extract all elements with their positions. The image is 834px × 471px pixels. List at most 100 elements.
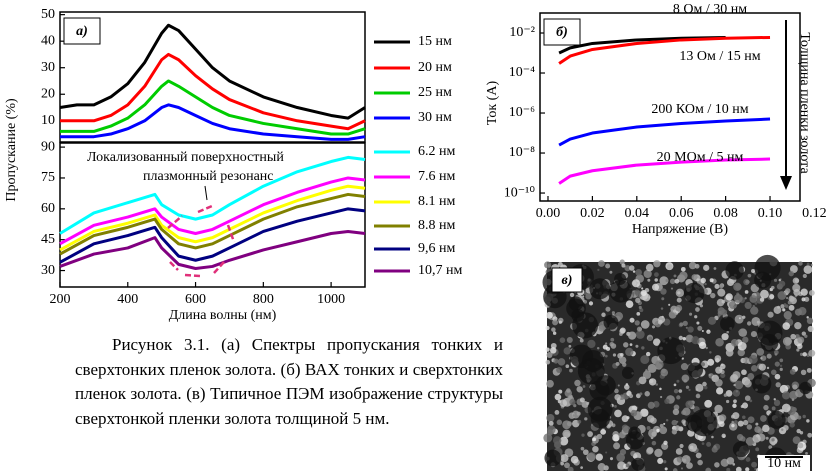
tem-grain [605, 354, 608, 358]
tem-grain [545, 359, 551, 365]
tem-grain [611, 311, 615, 315]
tem-grain [711, 435, 714, 439]
tem-grain [699, 304, 704, 308]
tem-grain [568, 344, 572, 348]
x-tick-label: 800 [253, 292, 274, 307]
tem-grain [614, 394, 621, 401]
tem-grain [695, 393, 701, 399]
tem-grain [726, 467, 731, 471]
data-line [558, 117, 771, 147]
tem-grain [789, 368, 796, 375]
tem-grain [617, 384, 620, 387]
x-axis-title: Длина волны (нм) [169, 308, 277, 323]
tem-grain [738, 317, 741, 320]
tem-particle [582, 349, 605, 372]
tem-grain [659, 276, 669, 286]
tem-grain [655, 360, 664, 369]
tem-grain [697, 325, 703, 331]
tem-grain [546, 379, 554, 388]
tem-grain [635, 297, 641, 303]
tem-grain [618, 356, 627, 364]
tem-grain [802, 352, 807, 357]
tem-grain [789, 422, 795, 428]
tem-particle [657, 337, 685, 365]
tem-particle [544, 449, 562, 467]
tem-grain [735, 466, 742, 471]
tem-grain [560, 461, 564, 466]
tem-grain [806, 317, 814, 325]
tem-particle [571, 309, 585, 322]
tem-grain [696, 321, 700, 325]
tem-grain [745, 467, 750, 471]
tem-grain [714, 355, 722, 362]
tem-grain [798, 306, 807, 316]
tem-grain [552, 331, 557, 335]
tem-grain [630, 409, 638, 417]
tem-grain [640, 408, 649, 417]
tem-grain [786, 297, 789, 300]
tem-particle [589, 278, 611, 300]
tem-grain [742, 419, 749, 426]
tem-grain [681, 454, 691, 464]
tem-grain [605, 451, 608, 454]
legend-label: 9,6 нм [418, 241, 455, 256]
tem-grain [781, 391, 791, 400]
tem-grain [766, 366, 770, 370]
resonance-marker [184, 273, 201, 278]
tem-grain [738, 328, 748, 337]
tem-grain [698, 341, 707, 350]
tem-grain [554, 410, 560, 415]
tem-particle [767, 410, 786, 429]
tem-grain [730, 373, 739, 382]
tem-grain [635, 344, 639, 348]
tem-grain [700, 277, 706, 284]
tem-grain [612, 434, 620, 442]
tem-grain [574, 379, 581, 387]
tem-grain [715, 366, 723, 374]
x-tick-label: 0.08 [713, 206, 738, 221]
data-line [59, 155, 366, 235]
tem-grain [567, 466, 574, 471]
tem-grain [564, 448, 574, 457]
tem-grain [648, 378, 657, 386]
tem-grain [582, 449, 589, 456]
tem-grain [614, 314, 617, 317]
series-label: 200 КОм / 10 нм [651, 102, 748, 117]
tem-grain [669, 278, 676, 285]
tem-grain [546, 429, 554, 436]
data-line [59, 229, 366, 270]
tem-grain [781, 428, 784, 431]
tem-grain [646, 425, 651, 430]
tem-grain [566, 388, 571, 393]
tem-grain [673, 383, 677, 387]
tem-grain [810, 263, 813, 267]
data-line [60, 52, 366, 131]
tem-grain [792, 277, 800, 284]
tem-grain [802, 273, 807, 279]
tem-grain [747, 373, 755, 380]
tem-grain [714, 404, 723, 414]
tem-grain [714, 283, 720, 289]
tem-grain [645, 369, 648, 372]
tem-grain [612, 353, 617, 357]
tem-grain [632, 279, 641, 288]
tem-grain [797, 415, 802, 420]
tem-grain [552, 436, 562, 445]
tem-grain [557, 358, 566, 366]
data-line [59, 207, 366, 264]
tem-grain [774, 373, 781, 380]
tem-grain [766, 353, 772, 359]
legend-label: 10,7 нм [418, 263, 462, 278]
tem-grain [544, 261, 552, 269]
tem-grain [676, 395, 681, 400]
tem-particle [603, 314, 619, 330]
tem-grain [744, 301, 752, 310]
tem-grain [720, 309, 728, 316]
series-label: 8 Ом / 30 нм [673, 2, 747, 17]
tem-grain [680, 467, 684, 470]
tem-grain [719, 284, 724, 289]
tem-grain [716, 387, 724, 395]
tem-grain [778, 280, 786, 287]
tem-grain [760, 356, 763, 360]
